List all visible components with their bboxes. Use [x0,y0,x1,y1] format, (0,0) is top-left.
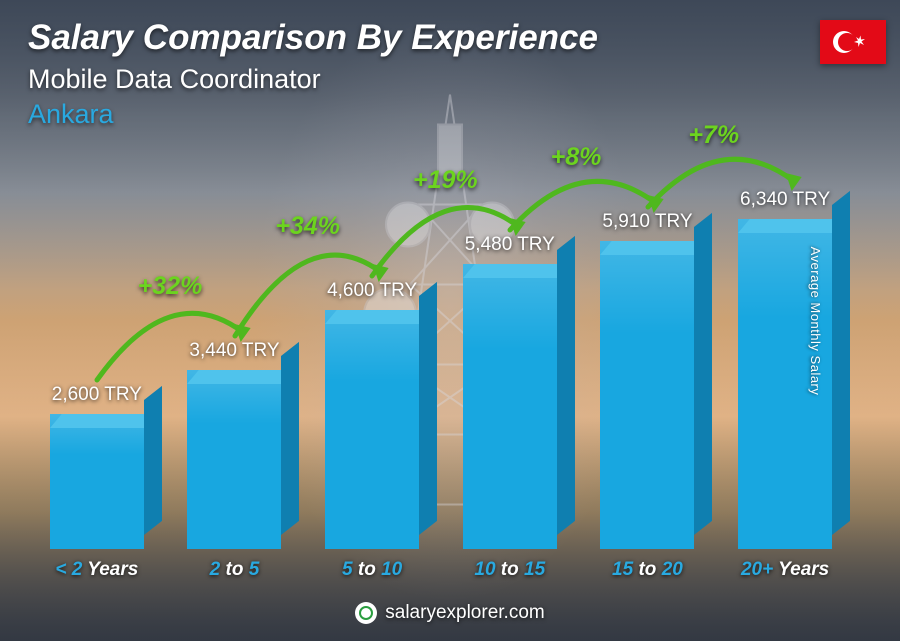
x-axis-label: < 2 Years [28,559,166,581]
x-axis-label: 20+ Years [716,559,854,581]
bar-value-label: 3,440 TRY [189,340,279,362]
bar-group: 2,600 TRY [28,384,166,549]
bars-container: 2,600 TRY 3,440 TRY 4,600 TRY 5,480 TRY 5,91… [28,111,854,549]
x-axis-labels: < 2 Years2 to 55 to 1010 to 1515 to 2020… [28,559,854,581]
bar [463,264,557,549]
bar [325,310,419,549]
bar-value-label: 5,480 TRY [465,234,555,256]
bar [187,370,281,549]
chart-title: Salary Comparison By Experience [28,18,872,58]
bar [50,414,144,549]
bar-group: 5,910 TRY [579,211,717,549]
x-axis-label: 10 to 15 [441,559,579,581]
bar-group: 4,600 TRY [303,280,441,549]
x-axis-label: 2 to 5 [166,559,304,581]
bar-group: 5,480 TRY [441,234,579,549]
bar-value-label: 6,340 TRY [740,189,830,211]
site-name: salaryexplorer.com [385,602,544,624]
turkey-flag-icon [820,20,886,64]
bar-group: 6,340 TRY [716,189,854,549]
bar-value-label: 4,600 TRY [327,280,417,302]
x-axis-label: 15 to 20 [579,559,717,581]
bar-value-label: 5,910 TRY [602,211,692,233]
bar-group: 3,440 TRY [166,340,304,549]
header: Salary Comparison By Experience Mobile D… [28,18,872,130]
bar-chart: 2,600 TRY 3,440 TRY 4,600 TRY 5,480 TRY 5,91… [28,111,854,581]
chart-location: Ankara [28,99,872,130]
bar-value-label: 2,600 TRY [52,384,142,406]
bar [600,241,694,549]
footer: salaryexplorer.com [0,602,900,629]
chart-subtitle: Mobile Data Coordinator [28,64,872,95]
x-axis-label: 5 to 10 [303,559,441,581]
site-logo-icon [355,602,377,624]
y-axis-label: Average Monthly Salary [808,246,823,395]
